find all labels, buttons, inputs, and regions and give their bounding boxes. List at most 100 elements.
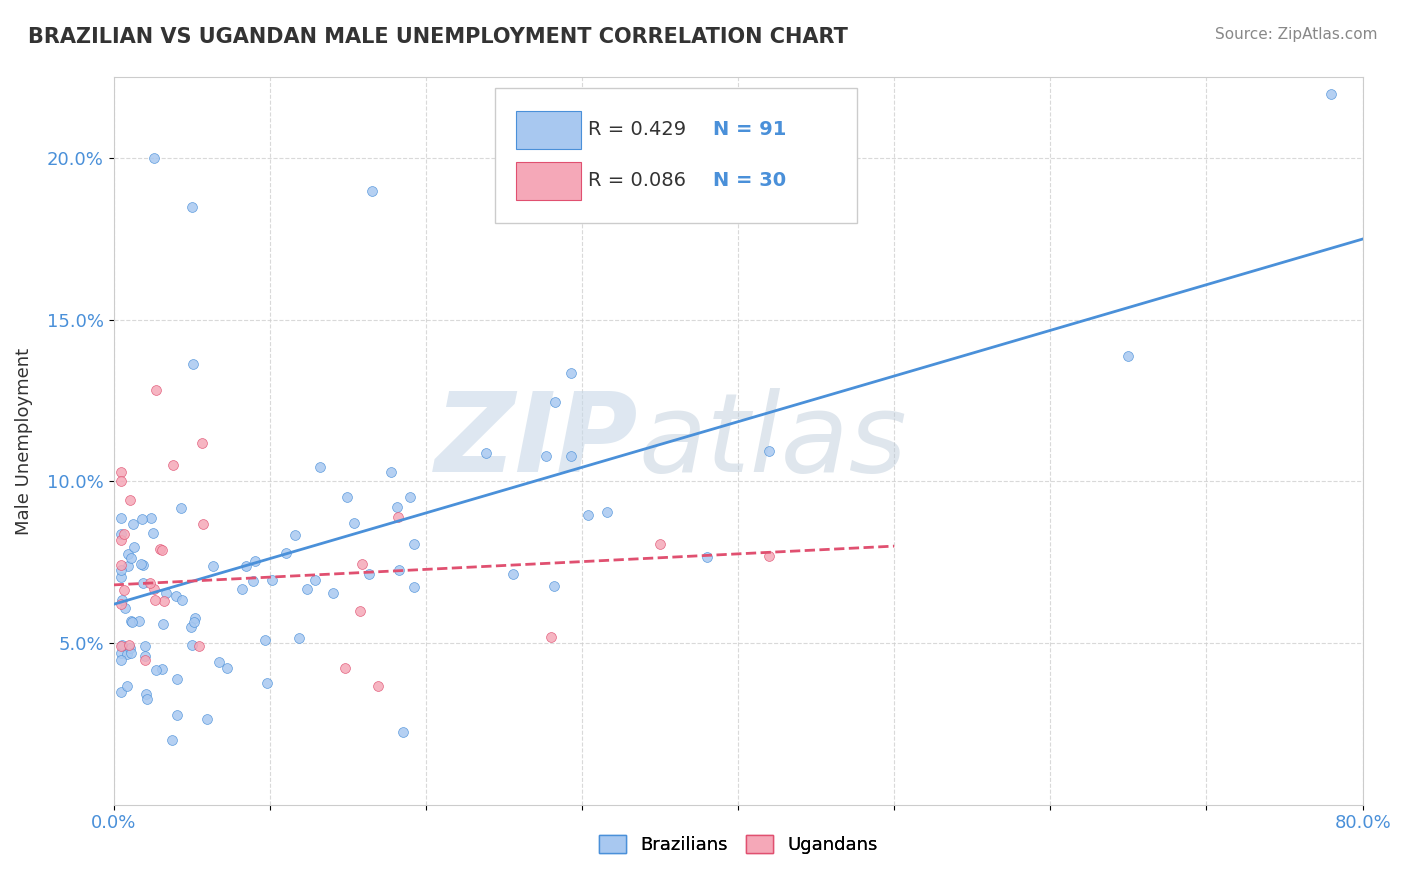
FancyBboxPatch shape (516, 111, 581, 149)
Text: N = 91: N = 91 (713, 120, 786, 139)
Point (560, 450, 582, 464)
Point (114, 601, 136, 615)
Point (150, 662, 173, 676)
Point (402, 580, 425, 594)
Point (357, 566, 380, 581)
Point (128, 614, 150, 628)
Point (141, 510, 163, 524)
Point (162, 458, 184, 473)
Point (121, 615, 143, 629)
Point (142, 526, 165, 541)
Text: R = 0.429: R = 0.429 (588, 120, 686, 139)
Point (380, 465, 402, 479)
Point (387, 510, 409, 524)
Point (184, 611, 207, 625)
Point (153, 594, 176, 608)
Point (385, 500, 408, 515)
Point (208, 655, 231, 669)
Point (404, 537, 426, 551)
Point (191, 435, 214, 450)
Point (560, 366, 582, 380)
Point (110, 570, 132, 584)
Text: BRAZILIAN VS UGANDAN MALE UNEMPLOYMENT CORRELATION CHART: BRAZILIAN VS UGANDAN MALE UNEMPLOYMENT C… (28, 27, 848, 46)
Point (231, 582, 253, 597)
Point (166, 672, 188, 686)
Point (502, 567, 524, 582)
Point (110, 533, 132, 548)
Point (122, 540, 145, 554)
Point (758, 549, 780, 564)
Point (145, 663, 167, 677)
Point (132, 575, 155, 590)
Point (696, 550, 718, 565)
Point (165, 590, 187, 604)
Point (142, 582, 165, 597)
Point (110, 653, 132, 667)
Point (145, 384, 167, 398)
Point (120, 492, 142, 507)
Point (110, 593, 132, 607)
Point (162, 733, 184, 747)
Point (110, 465, 132, 479)
Text: ZIP: ZIP (434, 387, 638, 494)
Y-axis label: Male Unemployment: Male Unemployment (15, 348, 32, 534)
Point (134, 653, 156, 667)
Point (110, 475, 132, 489)
Point (180, 619, 202, 633)
Point (367, 679, 389, 693)
Point (187, 639, 209, 653)
Point (648, 537, 671, 551)
Text: N = 30: N = 30 (713, 171, 786, 190)
Point (534, 449, 557, 463)
Point (150, 543, 173, 558)
Point (183, 615, 205, 629)
Point (110, 511, 132, 525)
Point (215, 661, 238, 675)
Point (1118, 349, 1140, 363)
Point (110, 639, 132, 653)
Point (110, 527, 132, 541)
Point (180, 638, 202, 652)
Text: R = 0.086: R = 0.086 (588, 171, 686, 190)
Point (276, 546, 298, 560)
Point (349, 603, 371, 617)
Point (304, 573, 326, 587)
Point (388, 563, 411, 577)
Point (112, 527, 135, 541)
Point (181, 357, 204, 371)
Point (1320, 87, 1343, 101)
Point (118, 638, 141, 652)
Point (287, 632, 309, 646)
Point (120, 550, 142, 565)
Point (235, 559, 257, 574)
Point (110, 646, 132, 660)
Point (392, 724, 415, 739)
Point (283, 528, 305, 542)
Point (322, 586, 344, 600)
Point (135, 687, 157, 701)
Point (152, 617, 174, 632)
Point (110, 597, 132, 611)
Point (540, 630, 562, 644)
Text: atlas: atlas (638, 387, 907, 494)
Point (475, 446, 498, 460)
Point (148, 542, 170, 557)
Point (121, 516, 143, 531)
Legend: Brazilians, Ugandans: Brazilians, Ugandans (592, 827, 884, 861)
Point (245, 554, 267, 568)
Point (115, 679, 138, 693)
Point (201, 559, 224, 574)
Point (350, 557, 373, 571)
Point (139, 576, 162, 591)
Point (361, 184, 384, 198)
Point (758, 444, 780, 458)
Point (115, 647, 138, 661)
Point (256, 676, 278, 690)
Point (333, 661, 356, 675)
FancyBboxPatch shape (516, 161, 581, 200)
Point (155, 586, 177, 600)
Point (398, 490, 420, 504)
Point (120, 614, 142, 628)
Point (254, 632, 277, 647)
Point (142, 151, 165, 165)
